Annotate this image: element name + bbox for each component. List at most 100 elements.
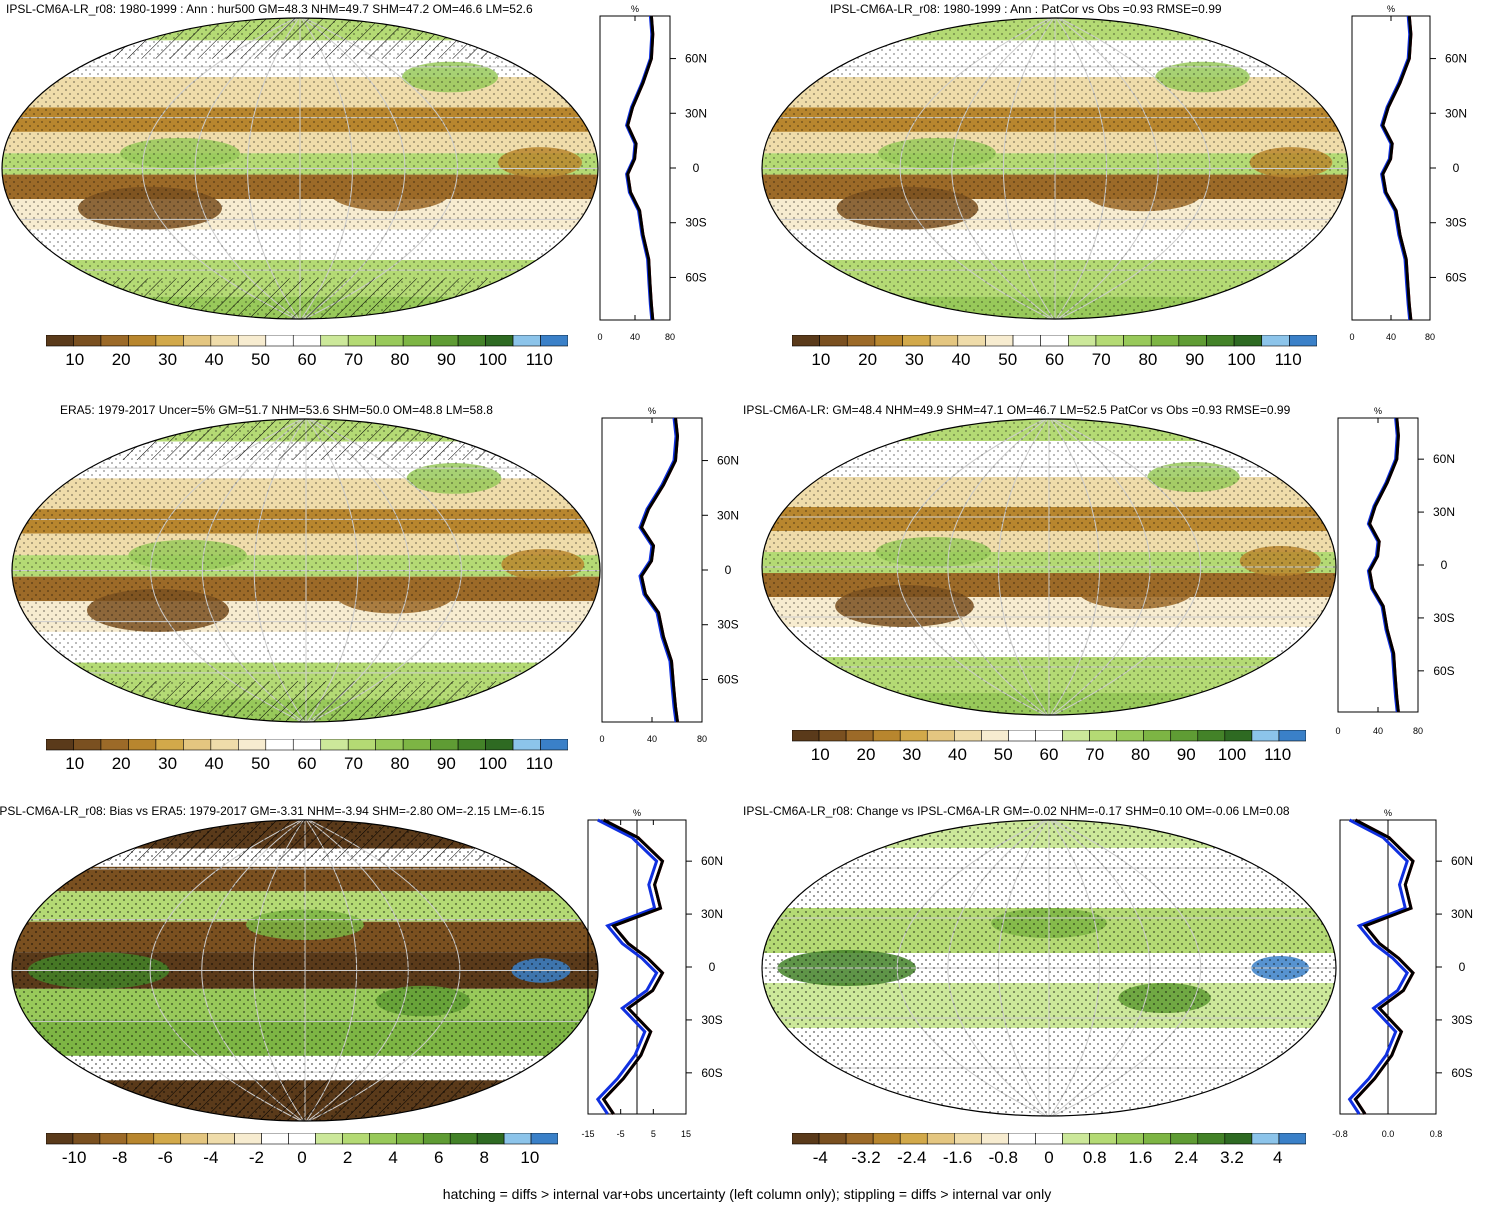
colorbar-swatch bbox=[155, 335, 184, 347]
lat-tick-label: 30N bbox=[701, 907, 723, 921]
map-boundary bbox=[761, 418, 1337, 716]
map-boundary bbox=[11, 819, 599, 1122]
lat-tick-label: 60S bbox=[701, 1066, 722, 1080]
lat-tick-label: 30S bbox=[685, 216, 706, 230]
colorbar-swatch bbox=[73, 335, 102, 347]
colorbar-tick-label: 20 bbox=[858, 350, 878, 369]
profile-line bbox=[601, 818, 665, 1115]
profile-axes bbox=[599, 15, 671, 321]
colorbar-swatch bbox=[375, 335, 404, 347]
colorbar-swatch bbox=[954, 730, 982, 742]
colorbar-tick-label: 90 bbox=[1185, 350, 1205, 369]
colorbar-swatch bbox=[1224, 1133, 1253, 1145]
colorbar-tick-label: -6 bbox=[157, 1148, 173, 1167]
lat-tick-label: 30S bbox=[1451, 1013, 1472, 1027]
colorbar-swatch bbox=[485, 739, 514, 751]
colorbar-swatch bbox=[926, 730, 955, 742]
colorbar-swatch bbox=[422, 1133, 451, 1145]
colorbar-swatch bbox=[1178, 335, 1207, 347]
colorbar-swatch bbox=[1170, 730, 1199, 742]
lat-tick-label: 60N bbox=[701, 854, 723, 868]
x-tick-label: 80 bbox=[697, 734, 707, 744]
colorbar-tick-label: 60 bbox=[297, 350, 317, 369]
colorbar bbox=[46, 335, 568, 347]
colorbar-swatch bbox=[100, 739, 129, 751]
colorbar-swatch bbox=[845, 730, 874, 742]
colorbar-swatch bbox=[954, 1133, 982, 1145]
x-tick-label: -0.8 bbox=[1332, 1129, 1348, 1139]
colorbar-swatch bbox=[46, 335, 74, 347]
colorbar-swatch bbox=[238, 335, 267, 347]
colorbar-swatch bbox=[792, 1133, 820, 1145]
colorbar-tick-label: 30 bbox=[904, 350, 924, 369]
colorbar-swatch bbox=[430, 739, 459, 751]
map-field bbox=[762, 419, 1336, 715]
lat-tick-label: 0 bbox=[709, 960, 716, 974]
x-tick-label: 40 bbox=[647, 734, 657, 744]
colorbar-swatch bbox=[818, 730, 847, 742]
zonal-mean-profile: % 60N 30N 0 30S 60S -0.8 0.0 0.8 bbox=[1332, 808, 1473, 1139]
x-tick-label: 80 bbox=[665, 332, 675, 342]
colorbar-swatch bbox=[792, 730, 820, 742]
colorbar-tick-label: -2.4 bbox=[897, 1148, 927, 1167]
colorbar-swatch bbox=[320, 739, 349, 751]
colorbar-tick-label: 110 bbox=[525, 754, 553, 773]
lat-tick-label: 60S bbox=[1433, 664, 1454, 678]
panel-title: IPSL-CM6A-LR: GM=48.4 NHM=49.9 SHM=47.1 … bbox=[743, 403, 1291, 417]
colorbar-tick-label: -3.2 bbox=[851, 1148, 881, 1167]
profile-axes bbox=[1337, 417, 1419, 713]
x-tick-label: -5 bbox=[617, 1129, 625, 1139]
colorbar-tick-label: 70 bbox=[1085, 745, 1105, 764]
panel-title: ERA5: 1979-2017 Uncer=5% GM=51.7 NHM=53.… bbox=[60, 403, 493, 417]
colorbar-swatch bbox=[1289, 335, 1317, 347]
x-tick-label: 0.8 bbox=[1430, 1129, 1443, 1139]
colorbar-swatch bbox=[899, 730, 928, 742]
colorbar-swatch bbox=[265, 335, 294, 347]
colorbar-swatch bbox=[846, 335, 876, 347]
x-tick-label: 40 bbox=[1373, 726, 1383, 736]
profile-axes bbox=[1351, 15, 1431, 321]
colorbar-tick-label: 2 bbox=[342, 1148, 353, 1167]
colorbar-swatch bbox=[1206, 335, 1235, 347]
colorbar-swatch bbox=[128, 739, 157, 751]
profile-unit-label: % bbox=[1374, 406, 1382, 416]
colorbar-swatch bbox=[872, 730, 901, 742]
colorbar-tick-label: 60 bbox=[1045, 350, 1064, 369]
colorbar-swatch bbox=[402, 335, 431, 347]
colorbar-tick-label: 80 bbox=[1138, 350, 1158, 369]
colorbar-tick-label: 20 bbox=[856, 745, 876, 764]
colorbar-swatch bbox=[1123, 335, 1152, 347]
colorbar-tick-label: 50 bbox=[251, 754, 270, 773]
x-tick-label: 0 bbox=[1349, 332, 1354, 342]
colorbar-tick-label: 90 bbox=[436, 754, 456, 773]
colorbar-swatch bbox=[46, 1133, 74, 1145]
map-boundary bbox=[761, 819, 1337, 1117]
x-tick-label: 5 bbox=[651, 1129, 656, 1139]
colorbar-swatch bbox=[540, 335, 568, 347]
colorbar-tick-label: 110 bbox=[1264, 745, 1292, 764]
colorbar-swatch bbox=[540, 739, 568, 751]
lat-tick-label: 30S bbox=[717, 618, 738, 632]
colorbar-tick-label: 70 bbox=[343, 350, 363, 369]
colorbar-swatch bbox=[1116, 730, 1144, 742]
colorbar-tick-label: 30 bbox=[158, 754, 178, 773]
colorbar-swatch bbox=[926, 1133, 955, 1145]
colorbar-swatch bbox=[46, 739, 74, 751]
colorbar-swatch bbox=[207, 1133, 235, 1145]
colorbar-tick-label: -4 bbox=[812, 1148, 828, 1167]
colorbar-tick-label: 20 bbox=[111, 754, 131, 773]
colorbar-tick-label: 0 bbox=[1044, 1148, 1054, 1167]
colorbar-swatch bbox=[1261, 335, 1290, 347]
x-tick-label: 0 bbox=[597, 332, 602, 342]
lat-tick-label: 30N bbox=[1433, 505, 1455, 519]
colorbar-swatch bbox=[874, 335, 903, 347]
colorbar-tick-label: 40 bbox=[951, 350, 971, 369]
lat-tick-label: 30S bbox=[1433, 611, 1454, 625]
colorbar-swatch bbox=[792, 335, 820, 347]
colorbar-swatch bbox=[375, 739, 404, 751]
world-map bbox=[11, 418, 601, 723]
colorbar-swatch bbox=[347, 335, 376, 347]
profile-unit-label: % bbox=[631, 4, 639, 14]
colorbar-swatch bbox=[1278, 1133, 1306, 1145]
colorbar-tick-label: 30 bbox=[902, 745, 922, 764]
